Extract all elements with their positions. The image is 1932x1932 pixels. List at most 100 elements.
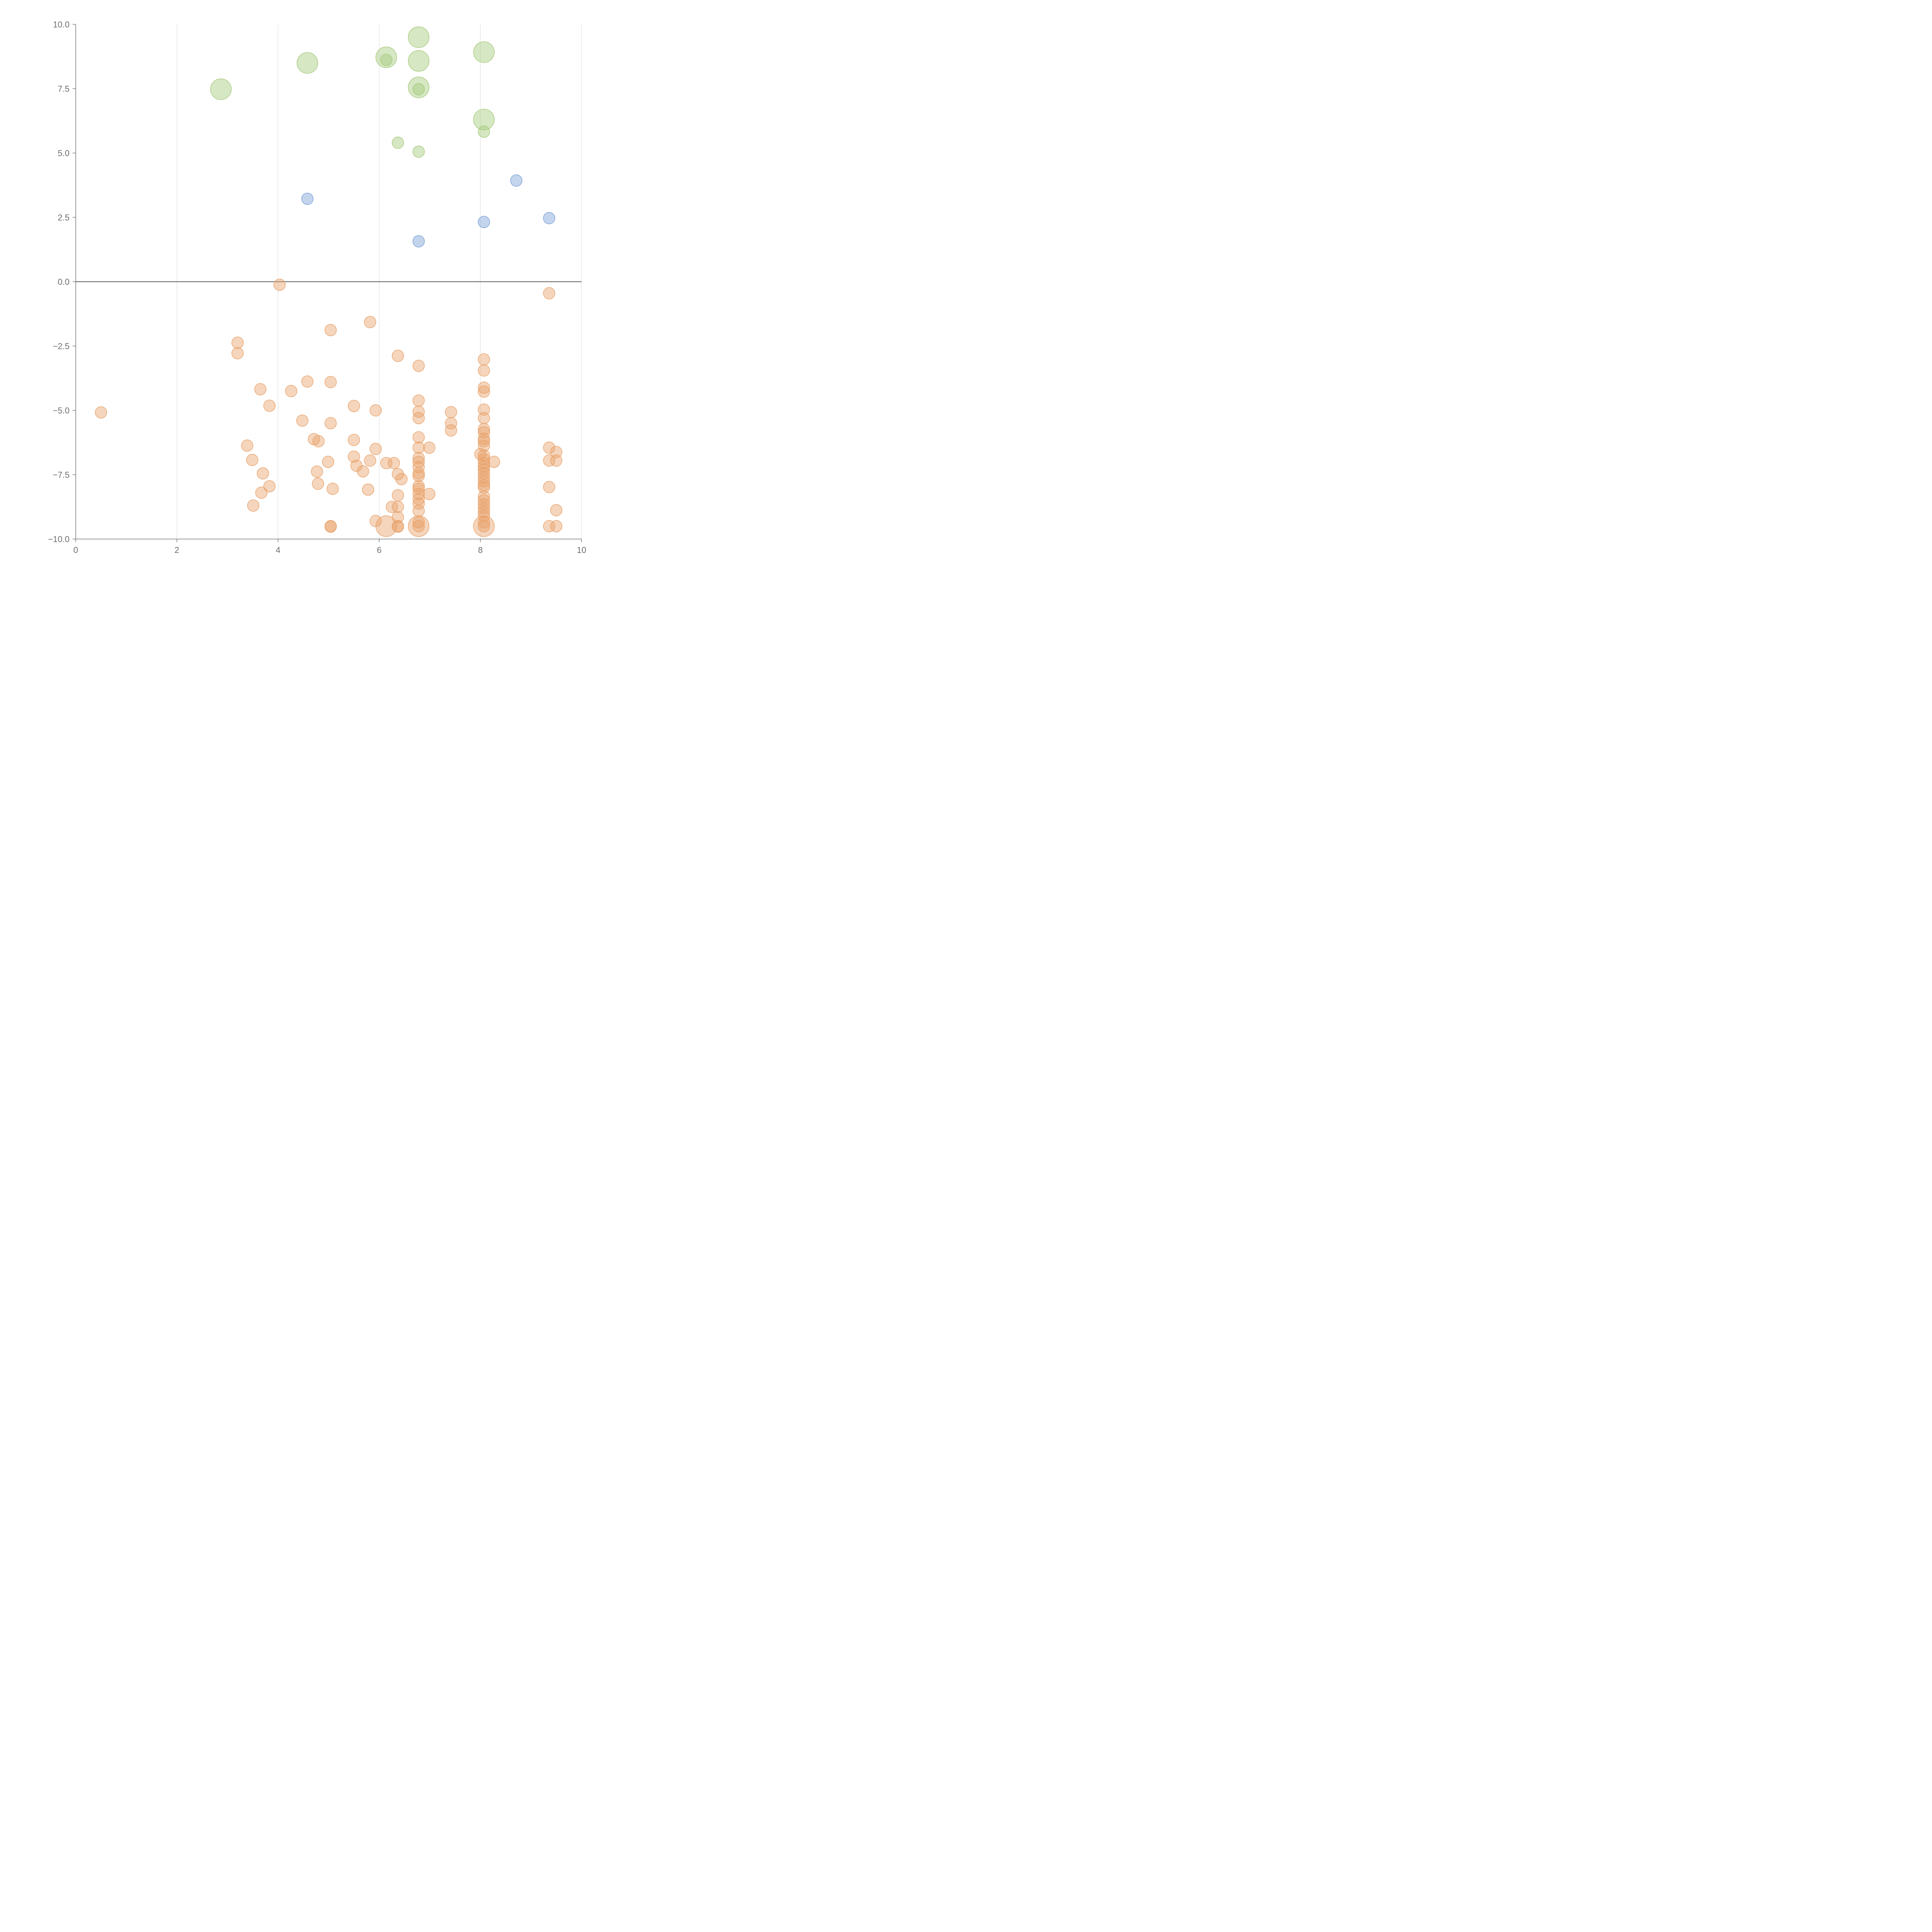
axes xyxy=(73,24,582,542)
orange-point xyxy=(473,515,495,537)
orange-point xyxy=(412,441,425,454)
orange-point xyxy=(478,426,490,439)
orange-point xyxy=(550,520,563,532)
orange-point xyxy=(375,515,397,537)
orange-point xyxy=(322,456,334,468)
green-point xyxy=(412,145,425,158)
orange-point xyxy=(412,461,425,473)
blue-point xyxy=(478,216,490,228)
green-point xyxy=(392,136,404,149)
orange-point xyxy=(412,431,425,444)
orange-point xyxy=(392,489,404,502)
orange-point xyxy=(478,460,490,473)
orange-point xyxy=(312,478,324,490)
orange-point xyxy=(388,457,400,469)
orange-point xyxy=(392,350,404,362)
tick-labels: 0 2 4 6 8 10 −10.0 −7.5 −5.0 −2.5 0.0 2.5 5.0 7.5 10.0 xyxy=(48,20,586,555)
x-tick-label: 10 xyxy=(577,545,586,555)
orange-point xyxy=(445,406,457,418)
blue-point xyxy=(412,235,425,248)
orange-point xyxy=(543,481,555,493)
orange-point xyxy=(324,417,337,430)
orange-point xyxy=(246,454,259,466)
green-point xyxy=(412,83,425,95)
x-tick-label: 6 xyxy=(377,545,381,555)
orange-point xyxy=(412,394,425,407)
orange-point xyxy=(263,400,276,412)
blue-point xyxy=(543,212,555,224)
orange-point xyxy=(478,364,490,377)
green-point xyxy=(473,41,495,63)
orange-point xyxy=(412,497,425,510)
orange-point xyxy=(369,443,382,455)
orange-point xyxy=(392,501,404,513)
orange-point xyxy=(412,520,425,532)
orange-point xyxy=(311,465,323,478)
orange-point xyxy=(364,316,376,328)
orange-point xyxy=(543,520,555,532)
green-point xyxy=(408,50,430,72)
orange-point xyxy=(488,456,500,468)
x-tick-label: 4 xyxy=(276,545,280,555)
orange-point xyxy=(478,440,490,452)
orange-point xyxy=(478,516,490,529)
orange-point xyxy=(423,488,435,500)
orange-point xyxy=(478,520,490,532)
orange-point xyxy=(412,470,425,482)
orange-point xyxy=(445,424,457,437)
orange-point xyxy=(380,457,393,469)
orange-point xyxy=(412,488,425,500)
orange-point xyxy=(478,423,490,435)
orange-point xyxy=(412,452,425,464)
orange-point xyxy=(550,454,563,467)
orange-point xyxy=(324,520,337,533)
blue-point xyxy=(301,192,314,205)
y-tick-label: 5.0 xyxy=(58,148,70,158)
orange-point xyxy=(296,414,309,427)
orange-point xyxy=(231,347,244,359)
orange-point xyxy=(478,457,490,469)
orange-point xyxy=(362,483,374,496)
x-tick-label: 8 xyxy=(478,545,483,555)
orange-point xyxy=(412,405,425,418)
orange-point xyxy=(312,435,325,447)
orange-point xyxy=(478,475,490,487)
orange-point xyxy=(348,434,360,446)
orange-point xyxy=(412,483,425,495)
orange-point xyxy=(423,441,435,454)
orange-point xyxy=(550,504,563,517)
orange-point xyxy=(301,375,314,388)
scatter-chart: 0 2 4 6 8 10 −10.0 −7.5 −5.0 −2.5 0.0 2.5 5.0 7.5 10.0 xyxy=(48,20,586,555)
orange-point xyxy=(247,499,260,512)
orange-point xyxy=(348,451,360,463)
y-tick-label: 0.0 xyxy=(58,277,70,287)
x-tick-label: 2 xyxy=(175,545,179,555)
orange-point xyxy=(369,404,382,417)
green-point xyxy=(478,125,490,138)
orange-point xyxy=(412,504,425,517)
orange-point xyxy=(231,337,244,349)
x-tick-label: 0 xyxy=(73,545,78,555)
orange-point xyxy=(478,453,490,466)
orange-point xyxy=(412,360,425,372)
orange-point xyxy=(257,467,269,480)
orange-point xyxy=(241,439,253,452)
orange-point xyxy=(412,467,425,480)
orange-point xyxy=(357,465,369,478)
y-tick-label: −2.5 xyxy=(53,342,70,351)
orange-point xyxy=(364,454,376,467)
orange-point xyxy=(478,506,490,518)
green-point xyxy=(473,109,495,131)
y-tick-label: −7.5 xyxy=(53,470,70,480)
y-tick-label: −5.0 xyxy=(53,406,70,415)
orange-point xyxy=(445,417,457,430)
orange-point xyxy=(543,454,555,467)
orange-point xyxy=(285,385,298,397)
orange-point xyxy=(543,287,555,299)
orange-point xyxy=(263,480,276,493)
orange-point xyxy=(478,481,490,494)
green-point xyxy=(296,52,318,74)
points-layer xyxy=(95,26,563,537)
orange-point xyxy=(395,473,408,485)
orange-point xyxy=(478,353,490,366)
